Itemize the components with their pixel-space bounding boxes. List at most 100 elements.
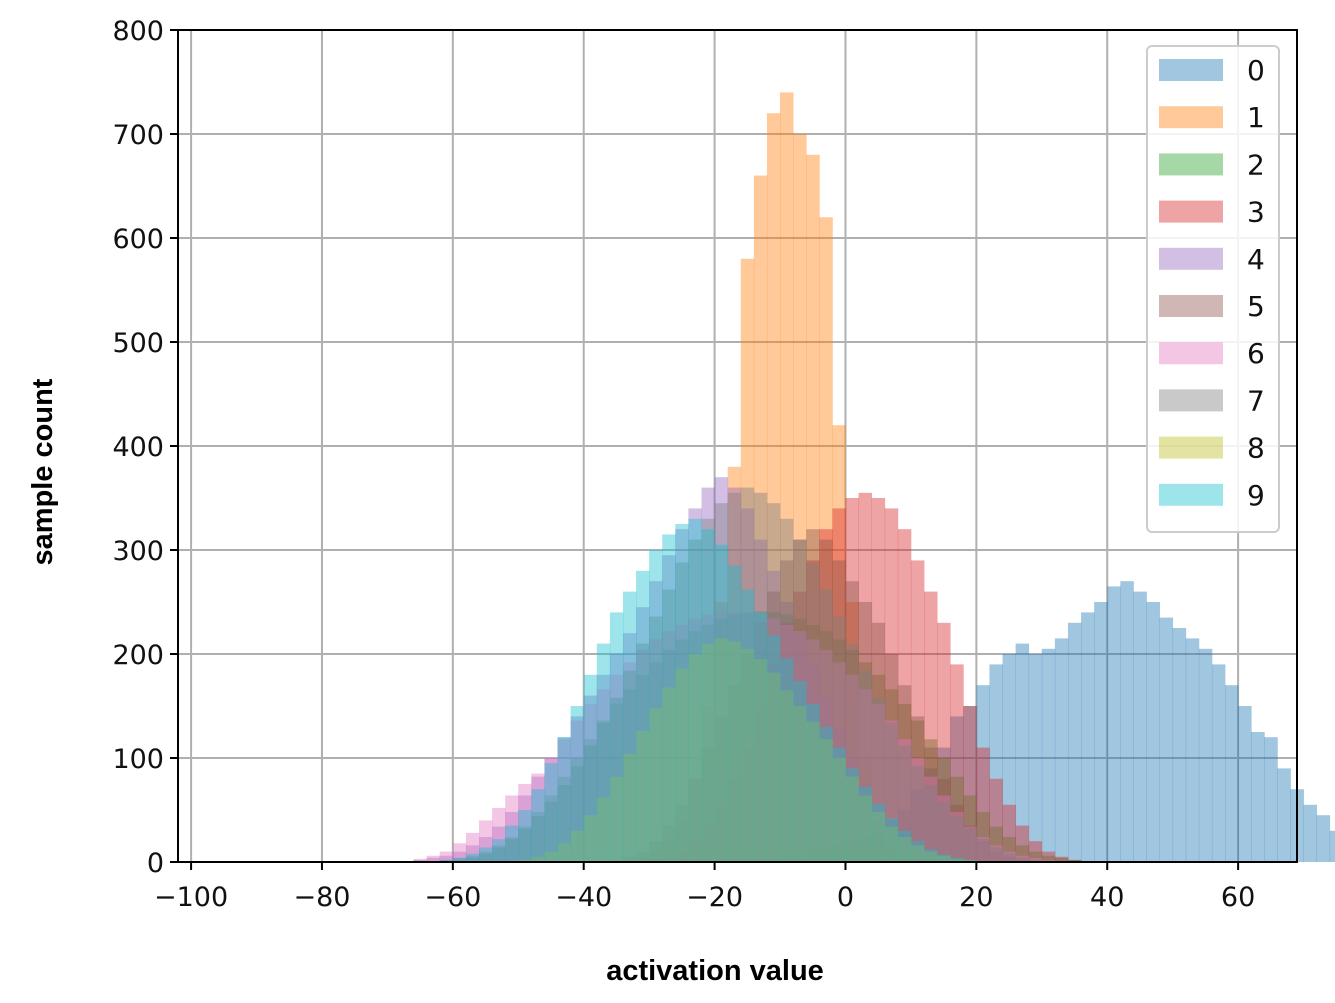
series-3 xyxy=(649,492,1082,862)
bar xyxy=(871,804,886,862)
bar xyxy=(845,602,859,862)
bar xyxy=(714,544,729,862)
series-7 xyxy=(452,487,1043,862)
bar xyxy=(622,753,637,862)
bar xyxy=(832,425,846,862)
bar xyxy=(727,487,742,862)
legend-swatch-3 xyxy=(1159,200,1223,223)
bar xyxy=(622,856,637,862)
bar xyxy=(780,658,794,862)
bar xyxy=(753,622,768,862)
bar xyxy=(505,837,519,862)
bar xyxy=(531,773,545,862)
bar xyxy=(714,602,729,862)
bar xyxy=(897,856,912,862)
bar xyxy=(649,708,663,862)
bar xyxy=(806,562,820,862)
bar xyxy=(609,654,624,862)
bar xyxy=(413,859,428,862)
bar xyxy=(753,611,768,862)
y-tick-label: 400 xyxy=(112,432,164,463)
bar xyxy=(518,795,532,862)
bar xyxy=(910,859,925,862)
bar xyxy=(845,581,859,862)
bar xyxy=(1002,856,1017,862)
bar xyxy=(871,703,886,862)
bar xyxy=(714,859,729,862)
bar xyxy=(1225,685,1239,862)
bar xyxy=(819,631,833,862)
bar xyxy=(1028,851,1043,862)
bar xyxy=(963,706,977,862)
bar xyxy=(819,695,833,862)
bar xyxy=(622,859,637,862)
bar xyxy=(884,820,899,862)
bar xyxy=(675,524,689,862)
bar xyxy=(557,737,572,862)
bar xyxy=(609,859,624,862)
bar xyxy=(793,852,807,862)
bar xyxy=(989,847,1003,862)
bar xyxy=(596,797,611,862)
bar xyxy=(662,555,676,862)
bar xyxy=(871,622,886,862)
bar xyxy=(871,803,886,862)
bar xyxy=(583,703,598,862)
bar xyxy=(1067,859,1082,862)
bar xyxy=(1198,648,1213,862)
bar xyxy=(950,812,964,862)
bar xyxy=(819,739,833,862)
bar xyxy=(884,722,899,862)
bar xyxy=(740,747,755,862)
bar xyxy=(622,670,637,862)
bar xyxy=(544,801,558,862)
bar xyxy=(583,745,598,862)
bar xyxy=(1159,617,1174,862)
bar xyxy=(950,776,964,862)
bar xyxy=(636,674,650,862)
bar xyxy=(531,776,545,862)
bar xyxy=(910,766,925,862)
bar xyxy=(1185,638,1200,862)
bar xyxy=(675,668,689,862)
legend-label-6: 6 xyxy=(1247,337,1265,370)
series-8 xyxy=(518,638,977,862)
bar xyxy=(871,498,886,862)
bar xyxy=(871,820,886,862)
bar xyxy=(596,689,611,862)
bar xyxy=(714,804,729,862)
bar xyxy=(452,843,467,862)
bar xyxy=(937,622,951,862)
bar xyxy=(884,508,899,862)
bar xyxy=(557,737,572,862)
bar xyxy=(727,492,742,862)
bar xyxy=(570,716,585,862)
bar xyxy=(766,672,781,862)
x-tick-label: 60 xyxy=(1221,882,1255,913)
bar xyxy=(557,785,572,862)
histogram-bars xyxy=(413,92,1335,863)
bar xyxy=(753,857,768,862)
bar xyxy=(793,631,807,862)
bar xyxy=(492,845,506,862)
bar xyxy=(780,602,794,862)
bar xyxy=(1107,586,1121,862)
bar xyxy=(753,659,768,862)
bar xyxy=(544,851,558,862)
bar xyxy=(1002,804,1017,862)
bar xyxy=(976,841,990,862)
bar xyxy=(740,487,755,862)
bar xyxy=(688,841,702,862)
bar xyxy=(740,612,755,862)
x-tick-label: 20 xyxy=(959,882,993,913)
bar xyxy=(675,639,689,862)
bar xyxy=(1015,825,1030,862)
bar xyxy=(976,747,990,862)
legend-label-8: 8 xyxy=(1247,432,1265,465)
bar xyxy=(832,662,846,862)
bar xyxy=(963,859,977,862)
legend-swatch-4 xyxy=(1159,247,1223,270)
bar xyxy=(439,859,454,862)
bar xyxy=(583,815,598,862)
bar xyxy=(884,818,899,862)
